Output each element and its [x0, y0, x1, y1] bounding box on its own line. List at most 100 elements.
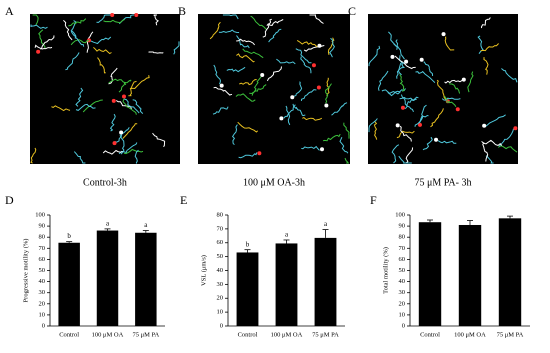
- track: [238, 152, 258, 159]
- track: [400, 94, 414, 113]
- cell-head: [455, 107, 460, 112]
- track: [444, 36, 455, 51]
- panel-caption: Control-3h: [83, 177, 127, 188]
- track: [90, 36, 112, 45]
- bar: [96, 230, 119, 326]
- track: [395, 39, 405, 60]
- y-tick-label: 40: [39, 278, 46, 285]
- track: [134, 149, 139, 164]
- track: [292, 103, 306, 117]
- track: [236, 38, 255, 46]
- cell-head: [434, 137, 439, 142]
- track: [173, 41, 180, 55]
- track: [97, 57, 106, 74]
- error-bar: [283, 239, 290, 244]
- track: [485, 155, 494, 164]
- track: [415, 70, 436, 83]
- y-tick-label: 70: [217, 225, 224, 232]
- panel-label: E: [180, 193, 187, 207]
- track: [276, 58, 296, 65]
- track: [399, 125, 412, 142]
- track: [295, 48, 312, 64]
- cell-head: [400, 105, 405, 110]
- track: [285, 105, 291, 126]
- cell-head: [390, 54, 395, 59]
- track: [301, 145, 320, 151]
- tracks: [368, 17, 518, 164]
- track: [484, 114, 506, 128]
- track: [250, 15, 268, 31]
- cell-head: [219, 83, 224, 88]
- cell-head: [461, 77, 466, 82]
- y-tick-label: 60: [39, 256, 46, 263]
- y-tick-label: 70: [39, 245, 46, 252]
- track: [242, 48, 264, 59]
- cell-head: [404, 59, 409, 64]
- track: [70, 39, 90, 46]
- track: [404, 98, 417, 109]
- track: [397, 55, 403, 76]
- track: [96, 14, 111, 23]
- track: [329, 37, 335, 58]
- track: [394, 55, 416, 70]
- track: [326, 77, 330, 97]
- track: [368, 45, 381, 67]
- y-tick-label: 20: [39, 300, 46, 307]
- y-tick-label: 60: [399, 256, 406, 263]
- track: [213, 64, 222, 85]
- track: [268, 28, 282, 43]
- track: [236, 35, 250, 49]
- track: [436, 79, 447, 101]
- track: [373, 120, 378, 140]
- significance-letter: a: [324, 220, 328, 228]
- cell-head: [320, 147, 325, 152]
- cell-head: [134, 13, 139, 18]
- track: [222, 14, 239, 20]
- track: [34, 44, 53, 50]
- microscopy-image: [368, 14, 518, 164]
- track: [391, 144, 400, 164]
- track: [148, 51, 164, 54]
- y-axis-label: VSL (μm/s): [200, 255, 207, 286]
- track: [213, 86, 233, 96]
- track: [388, 31, 398, 50]
- cell-head: [317, 43, 322, 48]
- cell-head: [395, 123, 400, 128]
- error-bar: [427, 219, 433, 223]
- cell-head: [311, 63, 316, 68]
- y-tick-label: 80: [217, 211, 224, 218]
- significance-letter: a: [144, 221, 148, 229]
- x-tick-label: 100 μM OA: [92, 331, 124, 338]
- track: [266, 66, 282, 82]
- cell-head: [417, 122, 422, 127]
- track: [237, 121, 259, 133]
- track: [218, 29, 240, 33]
- cell-head: [119, 130, 124, 135]
- error-bar: [467, 220, 473, 225]
- track: [423, 61, 434, 77]
- y-tick-label: 90: [399, 223, 406, 230]
- track: [30, 24, 48, 29]
- y-tick-label: 10: [39, 311, 46, 318]
- cell-head: [290, 95, 295, 100]
- significance-letter: b: [67, 232, 71, 240]
- y-tick-label: 80: [399, 234, 406, 241]
- cell-head: [260, 73, 265, 78]
- track: [430, 108, 444, 128]
- cell-head: [110, 13, 115, 17]
- track: [212, 106, 229, 115]
- track: [480, 17, 491, 29]
- track: [498, 128, 514, 147]
- y-tick-label: 100: [35, 211, 45, 218]
- track: [480, 43, 499, 52]
- panel-caption: 100 μM OA-3h: [243, 177, 305, 188]
- track: [123, 98, 140, 114]
- track: [128, 80, 137, 97]
- cell-head: [513, 126, 518, 131]
- track: [65, 52, 80, 71]
- track: [296, 39, 318, 48]
- track: [414, 114, 429, 127]
- y-tick-label: 80: [39, 234, 46, 241]
- track: [377, 70, 389, 91]
